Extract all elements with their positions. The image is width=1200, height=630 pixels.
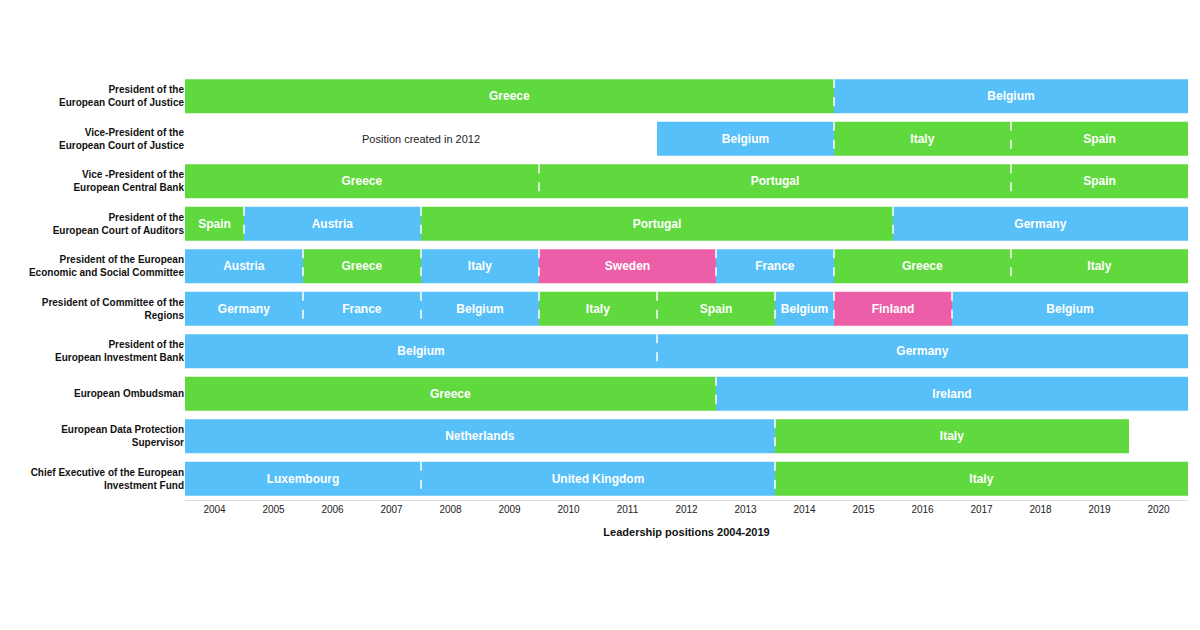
svg-text:President of theEuropean Court: President of theEuropean Court of Justic…: [59, 84, 184, 108]
svg-text:2008: 2008: [439, 504, 462, 515]
svg-text:2020: 2020: [1147, 504, 1170, 515]
svg-text:Greece: Greece: [341, 259, 382, 273]
svg-text:Luxembourg: Luxembourg: [267, 472, 340, 486]
svg-text:2017: 2017: [970, 504, 993, 515]
svg-text:Vice -President of theEuropean: Vice -President of theEuropean Central B…: [73, 169, 184, 193]
svg-text:Belgium: Belgium: [1046, 302, 1093, 316]
svg-text:2010: 2010: [557, 504, 580, 515]
svg-text:Greece: Greece: [341, 174, 382, 188]
svg-text:2009: 2009: [498, 504, 521, 515]
svg-text:France: France: [342, 302, 382, 316]
svg-text:2011: 2011: [617, 504, 639, 515]
svg-text:President of Committee of theR: President of Committee of theRegions: [42, 297, 185, 321]
svg-text:Portugal: Portugal: [751, 174, 800, 188]
svg-text:Greece: Greece: [489, 89, 530, 103]
svg-text:Belgium: Belgium: [456, 302, 503, 316]
svg-text:President of theEuropean Court: President of theEuropean Court of Audito…: [53, 212, 185, 236]
svg-text:2016: 2016: [911, 504, 934, 515]
svg-text:Spain: Spain: [1083, 132, 1116, 146]
svg-text:France: France: [755, 259, 795, 273]
svg-text:2019: 2019: [1088, 504, 1111, 515]
svg-text:Austria: Austria: [223, 259, 265, 273]
svg-text:Italy: Italy: [969, 472, 993, 486]
svg-text:United Kingdom: United Kingdom: [552, 472, 645, 486]
svg-text:Italy: Italy: [1087, 259, 1111, 273]
svg-text:Position created in 2012: Position created in 2012: [362, 133, 480, 145]
svg-text:Spain: Spain: [700, 302, 733, 316]
svg-text:Spain: Spain: [198, 217, 231, 231]
svg-text:European Ombudsman: European Ombudsman: [74, 388, 184, 399]
svg-text:President of the EuropeanEcono: President of the EuropeanEconomic and So…: [29, 254, 184, 278]
svg-text:2013: 2013: [734, 504, 757, 515]
svg-text:European Data ProtectionSuperv: European Data ProtectionSupervisor: [61, 424, 184, 448]
svg-text:Chief Executive of the Europea: Chief Executive of the EuropeanInvestmen…: [31, 467, 184, 491]
svg-text:Finland: Finland: [872, 302, 915, 316]
svg-text:Germany: Germany: [896, 344, 948, 358]
svg-text:Germany: Germany: [1014, 217, 1066, 231]
svg-text:Leadership positions 2004-2019: Leadership positions 2004-2019: [603, 526, 769, 538]
svg-text:Greece: Greece: [902, 259, 943, 273]
svg-text:Ireland: Ireland: [932, 387, 971, 401]
svg-text:2018: 2018: [1029, 504, 1052, 515]
svg-text:Belgium: Belgium: [987, 89, 1034, 103]
svg-text:Netherlands: Netherlands: [445, 429, 515, 443]
svg-text:Italy: Italy: [586, 302, 610, 316]
svg-text:Italy: Italy: [940, 429, 964, 443]
svg-text:Belgium: Belgium: [781, 302, 828, 316]
svg-text:Belgium: Belgium: [397, 344, 444, 358]
svg-text:Belgium: Belgium: [722, 132, 769, 146]
svg-text:Spain: Spain: [1083, 174, 1116, 188]
svg-text:Greece: Greece: [430, 387, 471, 401]
svg-text:Vice-President of theEuropean: Vice-President of theEuropean Court of J…: [59, 127, 184, 151]
svg-text:Italy: Italy: [910, 132, 934, 146]
svg-text:2006: 2006: [321, 504, 344, 515]
svg-text:Sweden: Sweden: [605, 259, 650, 273]
svg-text:2004: 2004: [203, 504, 226, 515]
svg-text:2015: 2015: [852, 504, 875, 515]
svg-text:Austria: Austria: [312, 217, 354, 231]
svg-text:Italy: Italy: [468, 259, 492, 273]
svg-text:2005: 2005: [262, 504, 285, 515]
svg-text:President of theEuropean Inves: President of theEuropean Investment Bank: [55, 339, 184, 363]
svg-text:2007: 2007: [380, 504, 403, 515]
svg-text:2012: 2012: [675, 504, 698, 515]
svg-text:Germany: Germany: [218, 302, 270, 316]
svg-text:2014: 2014: [793, 504, 816, 515]
svg-text:Portugal: Portugal: [633, 217, 682, 231]
